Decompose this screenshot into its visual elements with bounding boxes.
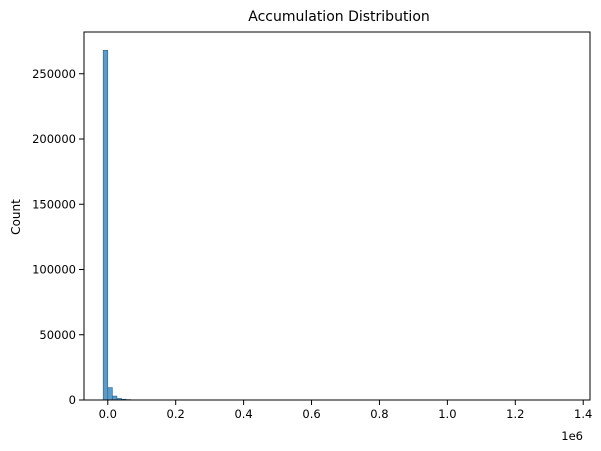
histogram-bar [107, 387, 113, 401]
x-tick-label: 0.0 [99, 407, 117, 421]
x-axis-ticks: 0.0 0.2 0.4 0.6 0.8 1.0 1.2 1.4 [99, 400, 592, 421]
x-tick-label: 0.2 [167, 407, 185, 421]
x-tick-label: 1.4 [574, 407, 592, 421]
y-tick-label: 50000 [39, 328, 76, 342]
y-tick-label: 200000 [32, 132, 76, 146]
y-tick-label: 150000 [32, 197, 76, 211]
x-tick-label: 1.2 [506, 407, 524, 421]
plot-frame [83, 31, 591, 401]
x-tick-label: 0.4 [234, 407, 252, 421]
x-tick-label: 0.6 [302, 407, 320, 421]
y-tick-label: 0 [69, 393, 76, 407]
x-axis-offset-label: 1e6 [561, 429, 583, 443]
histogram-bar [112, 395, 118, 401]
chart-title: Accumulation Distribution [248, 9, 430, 25]
y-axis-label: Count [9, 199, 23, 235]
histogram-bars [102, 49, 150, 401]
histogram-bar [102, 49, 109, 401]
x-tick-label: 0.8 [370, 407, 388, 421]
y-tick-label: 100000 [32, 263, 76, 277]
x-tick-label: 1.0 [438, 407, 456, 421]
y-axis-ticks: 0 50000 100000 150000 200000 250000 [32, 67, 84, 407]
y-tick-label: 250000 [32, 67, 76, 81]
